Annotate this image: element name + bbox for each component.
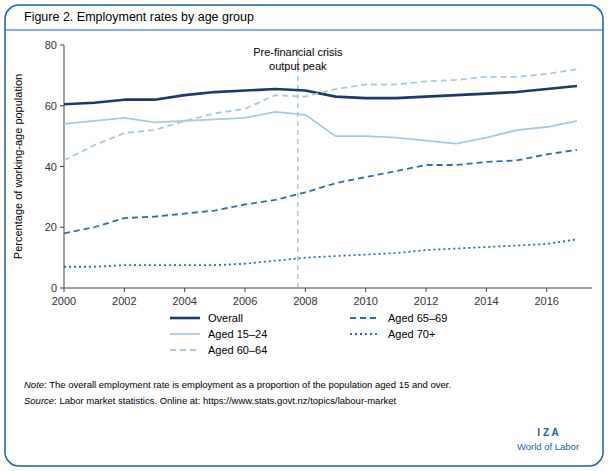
note: Note: The overall employment rate is emp… <box>24 379 451 390</box>
note-label: Note <box>24 379 44 390</box>
x-axis-line <box>64 288 592 289</box>
reference-line <box>297 45 298 288</box>
x-tick <box>184 288 185 292</box>
series-line <box>64 69 577 160</box>
y-tick-label: 20 <box>45 221 57 233</box>
legend-label: Aged 70+ <box>388 328 435 340</box>
note-text: : Labor market statistics. Online at: ht… <box>54 395 396 406</box>
x-tick <box>486 288 487 292</box>
legend-swatch <box>350 333 380 335</box>
legend: Overall Aged 15–24 Aged 60–64 Aged 65–69 Age… <box>170 312 447 356</box>
legend-swatch <box>170 317 200 320</box>
y-tick <box>60 166 64 167</box>
y-tick <box>60 105 64 106</box>
x-tick <box>124 288 125 292</box>
legend-swatch <box>170 333 200 335</box>
x-tick <box>305 288 306 292</box>
x-tick-label: 2008 <box>293 295 317 307</box>
x-tick-label: 2010 <box>353 295 377 307</box>
y-tick-label: 80 <box>45 39 57 51</box>
x-tick-label: 2012 <box>414 295 438 307</box>
series-line <box>64 112 577 144</box>
y-tick <box>60 288 64 289</box>
y-tick <box>60 45 64 46</box>
x-tick-label: 2006 <box>233 295 257 307</box>
legend-label: Aged 15–24 <box>208 328 267 340</box>
note-label: Source <box>24 395 54 406</box>
annotation: Pre-financial crisis <box>253 46 343 58</box>
chart: Figure 2. Employment rates by age group 0… <box>0 0 608 471</box>
legend-swatch <box>350 317 380 319</box>
legend-label: Overall <box>208 312 243 324</box>
x-tick <box>546 288 547 292</box>
title-separator <box>5 29 603 30</box>
series-line <box>64 239 577 266</box>
branding: World of Labor <box>517 441 579 452</box>
legend-label: Aged 65–69 <box>388 312 447 324</box>
x-tick-label: 2014 <box>474 295 498 307</box>
annotation: output peak <box>269 60 327 72</box>
y-axis-label: Percentage of working-age population <box>12 74 24 259</box>
plot-area <box>64 45 577 288</box>
series-line <box>64 150 577 234</box>
border <box>5 5 603 466</box>
legend-swatch <box>170 349 200 351</box>
series-line <box>64 86 577 104</box>
x-tick-label: 2016 <box>535 295 559 307</box>
note-text: : The overall employment rate is employm… <box>44 379 451 390</box>
legend-label: Aged 60–64 <box>208 344 267 356</box>
x-tick <box>426 288 427 292</box>
title: Figure 2. Employment rates by age group <box>24 10 254 24</box>
y-tick-label: 40 <box>45 161 57 173</box>
x-tick-label: 2004 <box>172 295 196 307</box>
x-tick <box>245 288 246 292</box>
y-tick <box>60 227 64 228</box>
y-tick-label: 60 <box>45 100 57 112</box>
x-tick <box>365 288 366 292</box>
x-tick-label: 2000 <box>52 295 76 307</box>
branding: I Z A <box>537 427 558 438</box>
note: Source: Labor market statistics. Online … <box>24 395 397 406</box>
y-tick-label: 0 <box>51 282 57 294</box>
x-tick <box>64 288 65 292</box>
x-tick-label: 2002 <box>112 295 136 307</box>
